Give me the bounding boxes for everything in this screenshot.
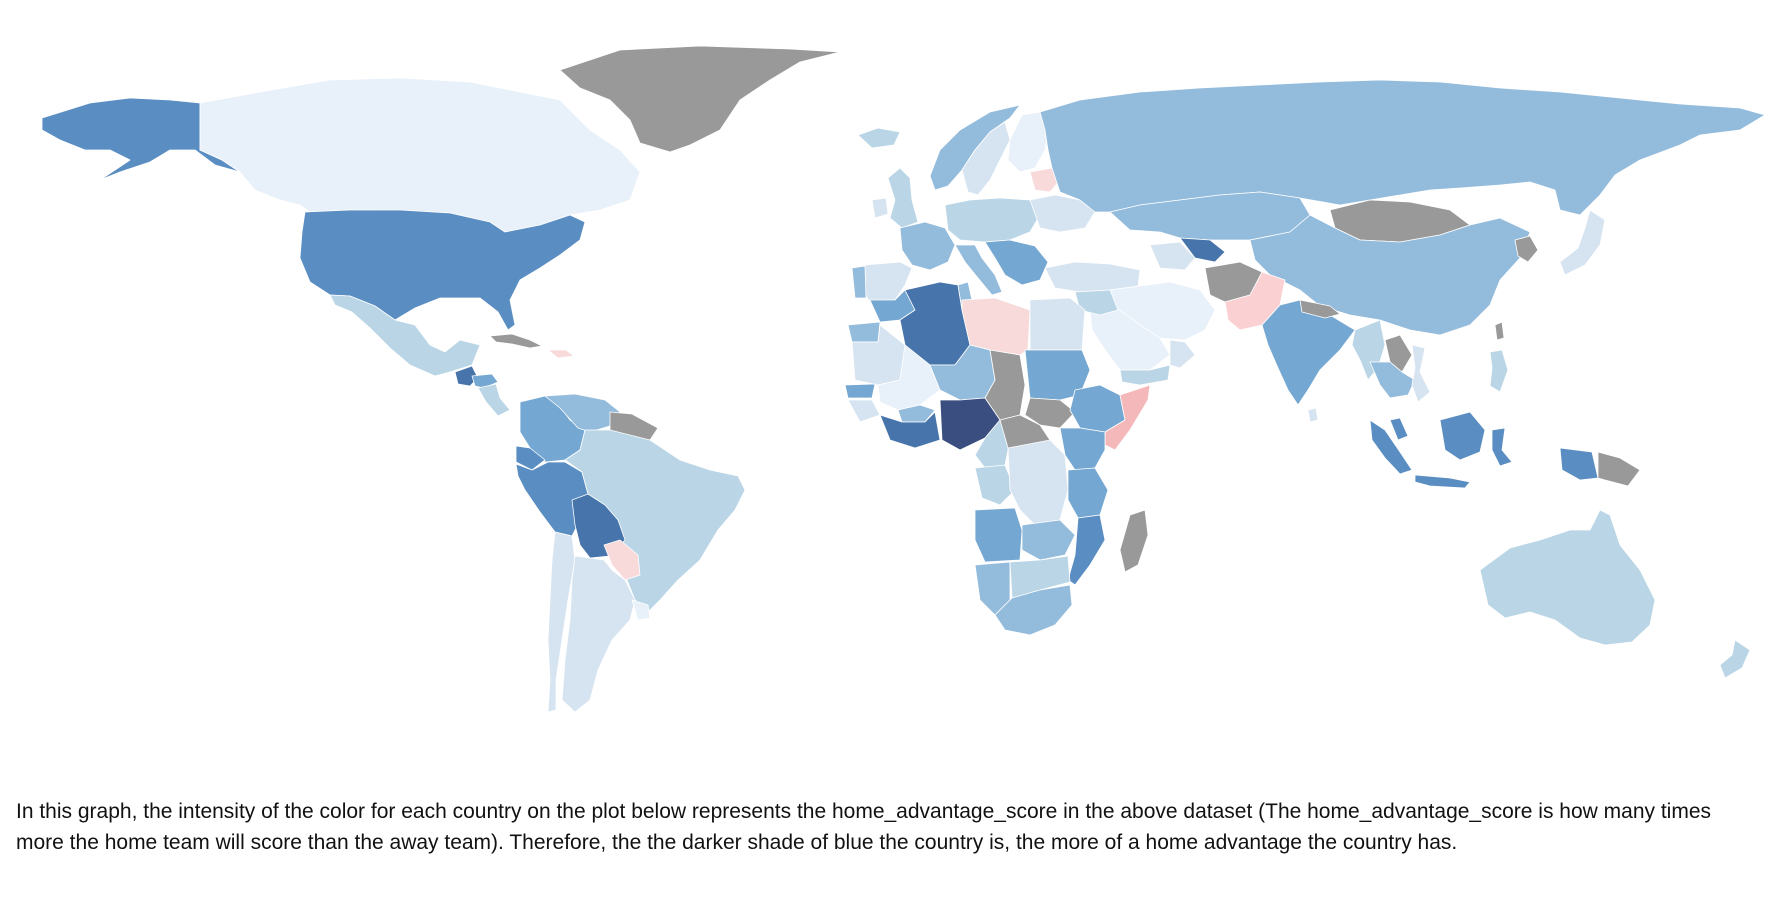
country-france[interactable]: [899, 221, 956, 271]
country-somalia[interactable]: [1104, 384, 1151, 451]
country-dominican-republic[interactable]: [547, 349, 575, 359]
country-taiwan[interactable]: [1494, 321, 1505, 341]
map-caption: In this graph, the intensity of the colo…: [16, 800, 1712, 854]
country-sweden[interactable]: [961, 121, 1011, 196]
country-uruguay[interactable]: [631, 599, 651, 621]
country-madagascar[interactable]: [1119, 509, 1149, 573]
country-uganda-kenya[interactable]: [1059, 427, 1106, 471]
country-ecuador[interactable]: [515, 445, 546, 471]
country-angola[interactable]: [974, 507, 1023, 563]
country-burkina-faso[interactable]: [897, 404, 936, 423]
country-balkans[interactable]: [984, 239, 1049, 286]
country-paraguay[interactable]: [603, 539, 641, 581]
country-western-sahara[interactable]: [847, 321, 881, 343]
country-mexico[interactable]: [329, 294, 481, 377]
country-thailand-cambodia[interactable]: [1369, 361, 1416, 399]
country-new-zealand[interactable]: [1719, 639, 1751, 679]
country-nepal[interactable]: [1299, 299, 1341, 319]
country-united-kingdom[interactable]: [887, 167, 919, 229]
country-guinea[interactable]: [847, 399, 881, 423]
country-papua-new-guinea[interactable]: [1597, 451, 1641, 487]
country-layer: [41, 45, 1766, 713]
country-alaska-usa[interactable]: [41, 97, 241, 181]
country-nicaragua[interactable]: [477, 383, 511, 417]
country-papua-indonesia[interactable]: [1559, 447, 1599, 481]
country-senegal[interactable]: [844, 383, 876, 399]
world-choropleth-map: [41, 45, 1766, 713]
country-philippines[interactable]: [1489, 349, 1509, 393]
country-vietnam[interactable]: [1411, 344, 1431, 403]
country-cuba[interactable]: [489, 333, 543, 349]
country-uzbekistan[interactable]: [1179, 237, 1226, 263]
country-japan[interactable]: [1559, 209, 1606, 276]
country-ireland[interactable]: [871, 197, 889, 219]
country-iceland[interactable]: [857, 127, 901, 149]
country-dr-congo[interactable]: [1007, 439, 1069, 526]
country-india[interactable]: [1261, 299, 1356, 406]
country-laos[interactable]: [1384, 334, 1413, 373]
country-sri-lanka[interactable]: [1307, 407, 1319, 423]
country-russia[interactable]: [1039, 79, 1766, 216]
country-sumatra[interactable]: [1369, 419, 1413, 475]
country-canada[interactable]: [199, 77, 641, 233]
country-tanzania[interactable]: [1067, 467, 1109, 519]
country-greenland[interactable]: [559, 45, 841, 153]
country-gabon-congo[interactable]: [974, 464, 1016, 506]
country-oman[interactable]: [1169, 339, 1196, 369]
country-yemen[interactable]: [1119, 364, 1171, 386]
country-malaysia-indonesia[interactable]: [1389, 417, 1409, 441]
country-ukraine[interactable]: [1029, 194, 1096, 233]
country-sulawesi[interactable]: [1491, 427, 1513, 467]
country-saudi-arabia[interactable]: [1089, 309, 1171, 371]
country-argentina[interactable]: [561, 555, 636, 713]
country-usa[interactable]: [299, 209, 586, 331]
country-italy[interactable]: [954, 244, 1003, 296]
country-belarus[interactable]: [1029, 167, 1061, 193]
country-borneo[interactable]: [1439, 411, 1486, 461]
country-turkmenistan[interactable]: [1149, 241, 1196, 271]
country-finland[interactable]: [1007, 111, 1049, 173]
world-map-svg: [41, 45, 1766, 713]
country-portugal[interactable]: [851, 265, 867, 299]
country-egypt[interactable]: [1029, 297, 1086, 351]
country-north-korea[interactable]: [1514, 235, 1539, 263]
country-mozambique[interactable]: [1067, 514, 1106, 586]
country-australia[interactable]: [1479, 509, 1656, 646]
country-ivory-coast-ghana[interactable]: [879, 411, 941, 449]
country-zambia[interactable]: [1021, 519, 1076, 561]
country-germany-central-europe[interactable]: [944, 197, 1041, 243]
country-south-africa[interactable]: [994, 584, 1073, 636]
country-java[interactable]: [1414, 474, 1471, 489]
